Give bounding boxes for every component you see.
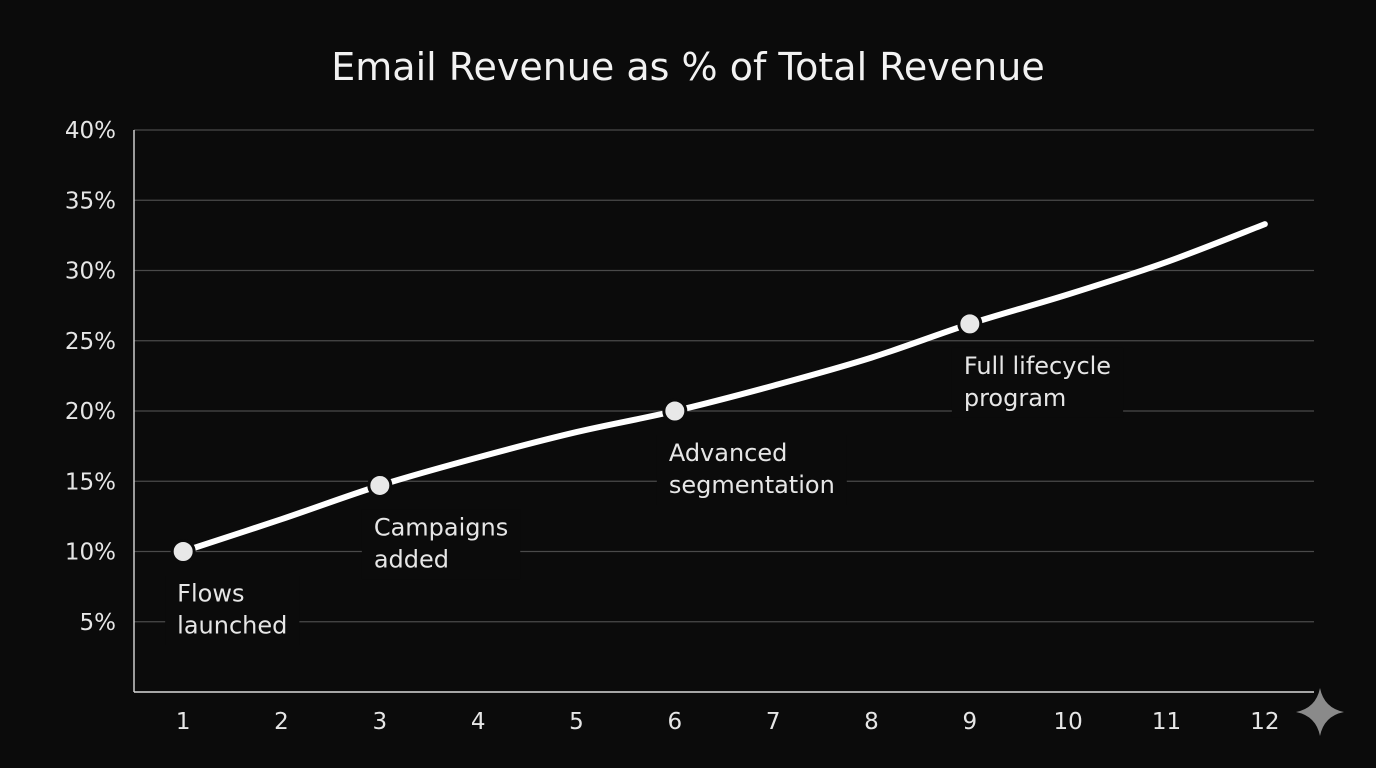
- chart-title: Email Revenue as % of Total Revenue: [331, 45, 1044, 89]
- milestone-marker: [367, 472, 393, 498]
- y-tick-label: 20%: [65, 399, 116, 425]
- x-tick-label: 7: [766, 709, 781, 735]
- annotation-text: Full lifecycle: [964, 352, 1111, 380]
- x-tick-label: 11: [1152, 709, 1181, 735]
- annotation-text: added: [374, 545, 449, 573]
- x-tick-label: 9: [963, 709, 978, 735]
- x-tick-label: 8: [864, 709, 879, 735]
- milestone-marker: [662, 398, 688, 424]
- x-tick-label: 6: [668, 709, 683, 735]
- annotation-background: [165, 575, 300, 646]
- annotation-background: [656, 435, 847, 505]
- annotations: Flows launched Campaigns added Advanced segme…: [165, 347, 1124, 646]
- annotation-text: launched: [177, 612, 287, 640]
- y-tick-label: 35%: [65, 188, 116, 214]
- milestone-marker: [170, 539, 196, 564]
- x-tick-label: 12: [1250, 709, 1279, 735]
- x-tick-label: 1: [176, 709, 191, 735]
- y-tick-label: 30%: [65, 259, 116, 285]
- grid-lines: [134, 129, 1314, 623]
- annotation-background: [951, 347, 1124, 418]
- x-tick-label: 2: [274, 709, 289, 735]
- x-tick-label: 3: [373, 709, 388, 735]
- x-tick-label: 5: [569, 709, 584, 735]
- annotation-text: segmentation: [669, 471, 835, 499]
- y-tick-labels: 5% 10% 15% 20% 25% 30% 35% 40%: [65, 118, 116, 636]
- y-tick-label: 15%: [65, 469, 116, 495]
- x-tick-label: 4: [471, 709, 486, 735]
- annotation-text: Advanced: [669, 439, 788, 467]
- y-tick-label: 10%: [65, 540, 116, 566]
- y-tick-label: 40%: [65, 118, 116, 144]
- y-tick-label: 5%: [80, 610, 117, 636]
- y-tick-label: 25%: [65, 329, 116, 355]
- annotation: Full lifecycle program: [951, 347, 1124, 418]
- annotation-text: program: [964, 384, 1066, 412]
- annotation-text: Campaigns: [374, 513, 508, 541]
- sparkle-icon: [1296, 688, 1344, 736]
- x-tick-labels: 1 2 3 4 5 6 7 8 9 10 11 12: [176, 709, 1280, 735]
- annotation-text: Flows: [177, 580, 244, 608]
- annotation: Flows launched: [165, 575, 300, 646]
- milestone-marker: [957, 311, 983, 337]
- annotation: Advanced segmentation: [656, 435, 847, 505]
- milestone-markers: [170, 311, 983, 564]
- annotation: Campaigns added: [361, 509, 521, 580]
- x-tick-label: 10: [1054, 709, 1083, 735]
- axes: [133, 130, 1314, 693]
- annotation-background: [361, 509, 521, 580]
